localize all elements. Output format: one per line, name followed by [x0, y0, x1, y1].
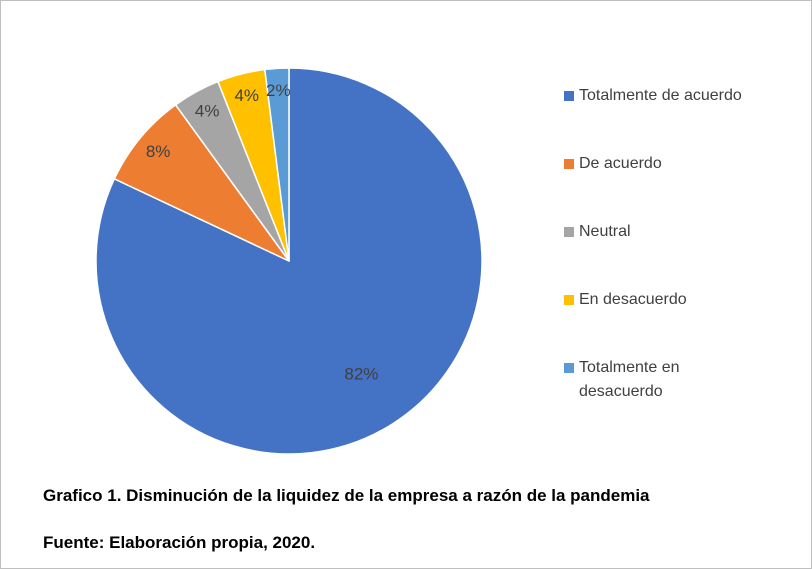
source-note: Fuente: Elaboración propia, 2020.	[43, 533, 316, 552]
legend-label: En desacuerdo	[579, 291, 687, 308]
chart-title: Grafico 1. Disminución de la liquidez de…	[43, 486, 650, 505]
legend-item: Neutral	[564, 220, 764, 244]
legend-item: De acuerdo	[564, 152, 764, 176]
data-label: 82%	[344, 365, 378, 384]
data-label: 4%	[234, 86, 259, 105]
legend-label: Neutral	[579, 223, 631, 240]
legend-swatch	[564, 227, 574, 237]
legend-label: Totalmente en desacuerdo	[579, 359, 680, 400]
legend-item: Totalmente en desacuerdo	[564, 356, 764, 404]
legend-label: Totalmente de acuerdo	[579, 87, 742, 104]
legend-item: En desacuerdo	[564, 288, 764, 312]
legend-label: De acuerdo	[579, 155, 662, 172]
data-label: 4%	[195, 102, 220, 121]
pie-slice	[113, 103, 290, 262]
data-label: 2%	[266, 81, 291, 100]
pie-slice	[263, 67, 290, 262]
legend-item: Totalmente de acuerdo	[564, 84, 764, 108]
legend-swatch	[564, 295, 574, 305]
pie-area: 82% 8% 4% 4% 2%	[95, 67, 483, 455]
data-label: 8%	[146, 142, 171, 161]
legend-swatch	[564, 159, 574, 169]
legend-swatch	[564, 363, 574, 373]
legend-swatch	[564, 91, 574, 101]
